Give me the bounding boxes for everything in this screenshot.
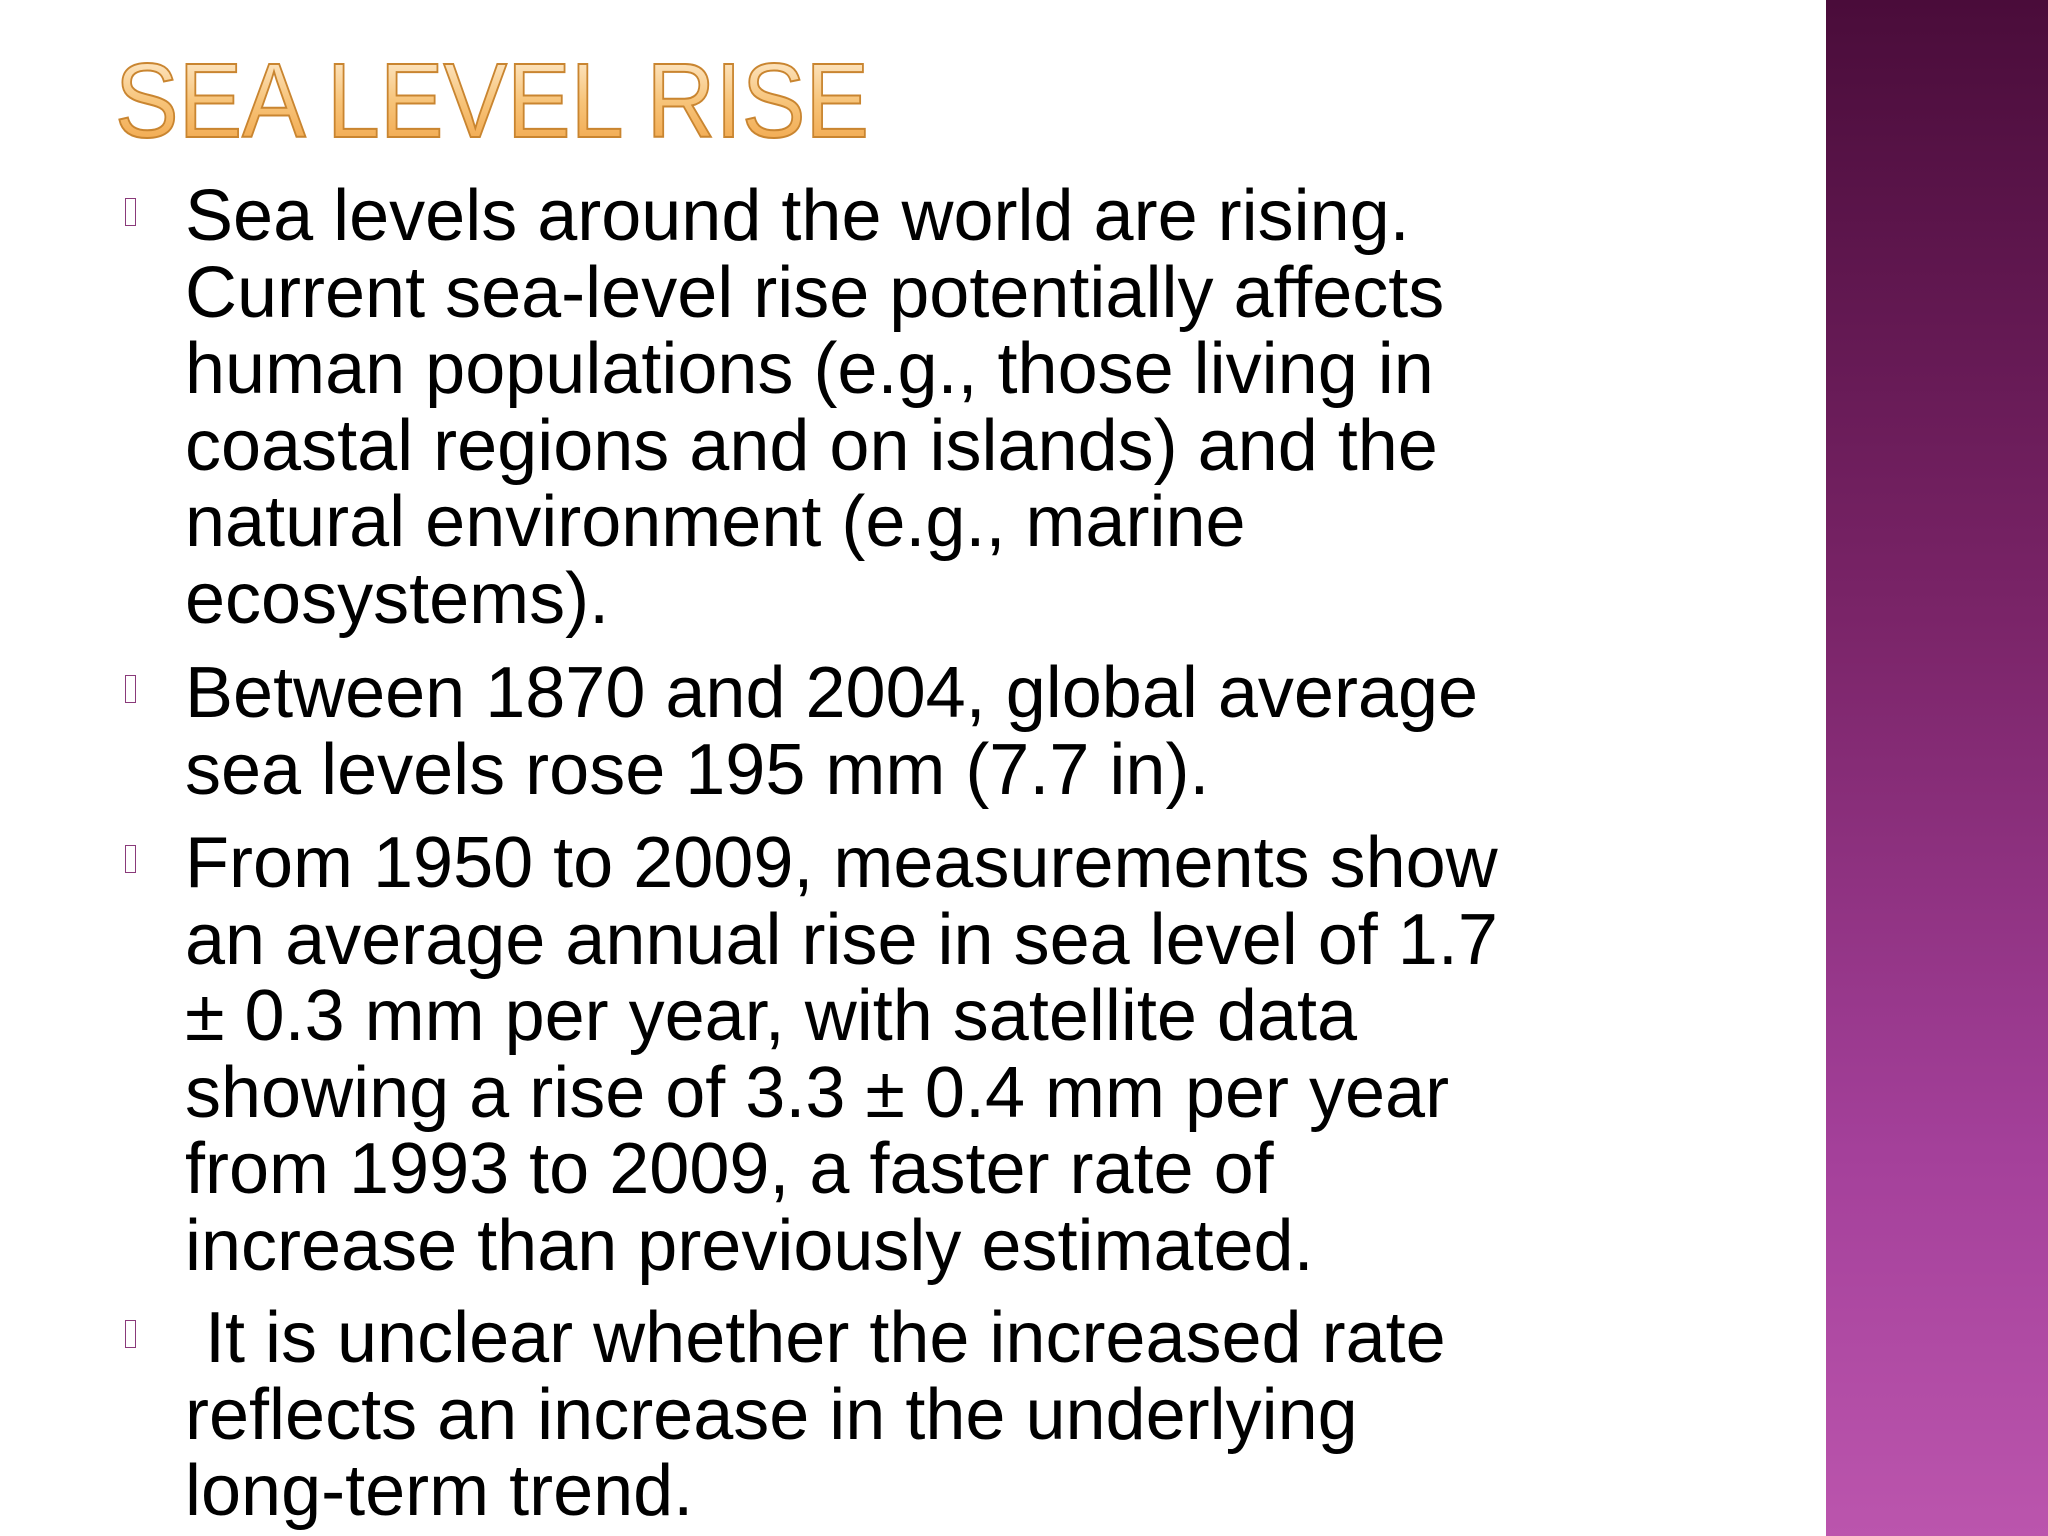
text-line: Current sea-level rise potentially affec… xyxy=(185,252,1445,333)
text-line: human populations (e.g., those living in xyxy=(185,329,1434,409)
text-line: natural environment (e.g., marine xyxy=(185,482,1246,562)
side-band xyxy=(1826,0,2048,1536)
text-line: long-term trend. xyxy=(185,1451,694,1531)
text-line: from 1993 to 2009, a faster rate of xyxy=(185,1129,1274,1209)
title-area: SEA LEVEL RISE xyxy=(114,41,870,160)
text-line: sea levels rose 195 mm (7.7 in). xyxy=(185,729,1210,810)
text-line: Sea levels around the world are rising. xyxy=(185,176,1410,256)
bullet-marker xyxy=(125,198,136,226)
bullet-text: Between 1870 and 2004, global average sea… xyxy=(185,655,1478,808)
text-line: Between 1870 and 2004, global average xyxy=(185,653,1479,733)
bullet-marker xyxy=(125,845,136,873)
bullet-text: From 1950 to 2009, measurements show an a… xyxy=(185,825,1498,1284)
text-line: ± 0.3 mm per year, with satellite data xyxy=(185,976,1358,1056)
text-line: showing a rise of 3.3 ± 0.4 mm per year xyxy=(185,1052,1450,1133)
bullet-text: It is unclear whether the increased rate… xyxy=(185,1300,1446,1530)
text-line: coastal regions and on islands) and the xyxy=(185,405,1438,486)
bullet-marker xyxy=(125,1320,136,1348)
text-line: an average annual rise in sea level of 1… xyxy=(185,899,1498,980)
text-line: reflects an increase in the underlying xyxy=(185,1374,1358,1455)
text-line: increase than previously estimated. xyxy=(185,1205,1314,1286)
text-line: It is unclear whether the increased rate xyxy=(185,1298,1446,1378)
bullet-marker xyxy=(125,675,136,703)
text-line: ecosystems). xyxy=(185,558,610,639)
bullet-text: Sea levels around the world are rising. C… xyxy=(185,178,1444,637)
text-line: From 1950 to 2009, measurements show xyxy=(185,823,1498,903)
slide-title: SEA LEVEL RISE xyxy=(115,42,869,160)
